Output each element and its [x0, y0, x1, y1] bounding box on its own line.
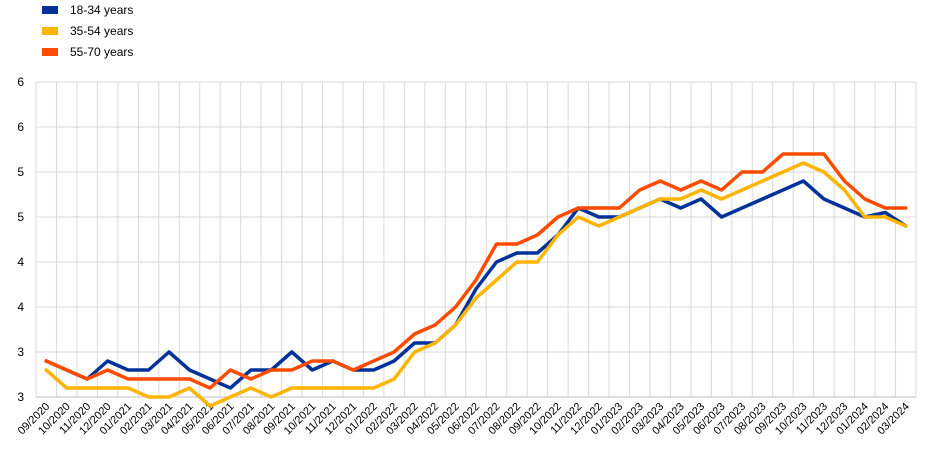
series-line-2: [44, 161, 908, 408]
y-axis-ticks: 3 3 4 4 5 5 6 6: [17, 75, 24, 404]
legend: 18-34 years 35-54 years 55-70 years: [42, 3, 133, 59]
legend-swatch: [42, 6, 58, 14]
legend-label: 35-54 years: [70, 24, 133, 38]
y-tick-label: 3: [17, 390, 24, 404]
y-tick-label: 5: [17, 210, 24, 224]
legend-label: 55-70 years: [70, 45, 133, 59]
y-tick-label: 3: [17, 345, 24, 359]
series-line-1: [44, 179, 908, 390]
y-tick-label: 6: [17, 120, 24, 134]
legend-swatch: [42, 27, 58, 35]
y-tick-label: 5: [17, 165, 24, 179]
y-tick-label: 6: [17, 75, 24, 89]
x-axis-ticks: 09/202010/202011/202012/202001/202102/20…: [16, 401, 912, 438]
legend-swatch: [42, 48, 58, 56]
y-tick-label: 4: [17, 255, 24, 269]
y-tick-label: 4: [17, 300, 24, 314]
legend-label: 18-34 years: [70, 3, 133, 17]
chart-series: [44, 152, 908, 408]
chart-grid: [35, 81, 917, 398]
series-line-3: [44, 152, 908, 390]
